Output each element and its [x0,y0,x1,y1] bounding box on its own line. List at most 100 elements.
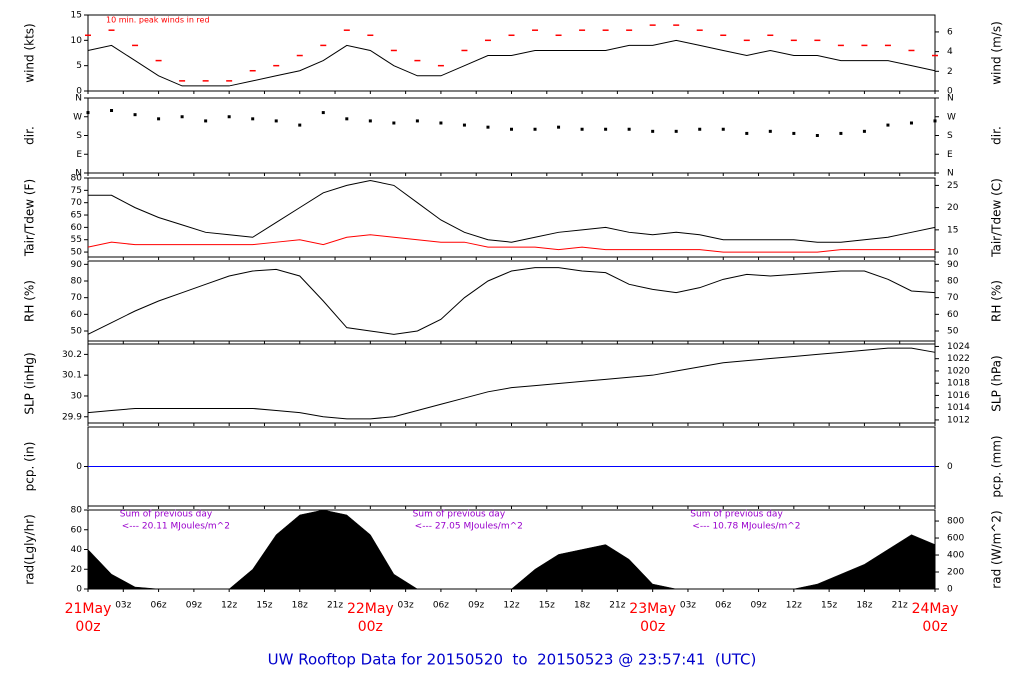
x-tick-label: 18z [292,601,308,611]
y2-tick-label: 80 [947,277,959,287]
y-tick-label: 0 [76,87,82,97]
dir-dot [651,129,655,133]
series-line [87,347,936,420]
y-axis-label: wind (kts) [23,23,37,82]
y2-tick-label: 2 [947,67,953,77]
y2-axis-label: Tair/Tdew (C) [990,178,1004,258]
y2-tick-label: 1012 [947,415,970,425]
dir-dot [462,123,466,127]
y-tick-label: 20 [71,565,83,575]
dir-dot [157,117,161,121]
note: Sum of previous day [120,510,213,520]
x-tick-label: 12z [221,601,237,611]
y2-tick-label: 1022 [947,354,970,364]
dir-dot [227,115,231,119]
dir-dot [274,119,278,123]
dir-dot [368,119,372,123]
y2-axis-label: RH (%) [990,280,1004,322]
x-tick-label: 15z [821,601,837,611]
x-tick-label: 21z [609,601,625,611]
dir-dot [698,127,702,131]
dir-dot [792,131,796,135]
dir-dot [133,113,137,117]
y2-tick-label: 6 [947,27,953,37]
dir-dot [345,117,349,121]
x-tick-label: 06z [433,601,449,611]
x-tick-label: 00z [922,619,947,635]
note-sum: <--- 20.11 MJoules/m^2 [122,522,230,532]
y2-tick-label: 0 [947,585,953,595]
y2-tick-label: 400 [947,551,964,561]
y-tick-label: 5 [76,61,82,71]
y-tick-label: E [76,150,82,160]
dir-dot [415,119,419,123]
x-tick-label: 09z [186,601,202,611]
dir-dot [321,111,325,115]
y2-tick-label: N [947,94,954,104]
x-tick-label: 03z [398,601,414,611]
y-axis-label: rad(Lgly/hr) [23,514,37,585]
y2-tick-label: 20 [947,203,959,213]
y-tick-label: 70 [71,293,83,303]
y2-tick-label: W [947,112,956,122]
dir-dot [839,131,843,135]
y2-tick-label: 1024 [947,342,970,352]
y-tick-label: 15 [71,11,82,21]
dir-dot [627,127,631,131]
rad-area [87,509,936,590]
dir-dot [486,125,490,129]
x-tick-label: 21z [327,601,343,611]
x-tick-label: 09z [468,601,484,611]
y-tick-label: 90 [71,260,83,270]
y-tick-label: 30.2 [62,350,82,360]
dir-dot [204,119,208,123]
y-tick-label: 30.1 [62,371,82,381]
note: Sum of previous day [413,510,506,520]
series-line [87,39,936,87]
y-tick-label: 55 [71,235,82,245]
y-tick-label: 0 [76,462,82,472]
dir-dot [510,127,513,131]
y2-axis-label: rad (W/m^2) [990,510,1004,588]
dir-dot [886,123,890,127]
dir-dot [604,127,608,131]
dir-dot [251,117,255,121]
x-tick-label: 15z [539,601,555,611]
y-tick-label: S [76,131,82,141]
y-tick-label: 40 [71,545,83,555]
x-tick-label: 12z [503,601,519,611]
dir-dot [180,115,184,119]
x-date-label: 22May [347,601,394,617]
x-tick-label: 12z [786,601,802,611]
y2-tick-label: 1014 [947,403,970,413]
x-tick-label: 18z [856,601,872,611]
y-tick-label: 65 [71,211,82,221]
y2-axis-label: SLP (hPa) [990,355,1004,411]
y-tick-label: 60 [71,223,83,233]
x-date-label: 21May [65,601,112,617]
y2-tick-label: 50 [947,327,959,337]
dir-dot [533,127,537,131]
y2-tick-label: 4 [947,47,953,57]
y2-axis-label: pcp. (mm) [990,435,1004,497]
y-tick-label: 60 [71,310,83,320]
y2-tick-label: 25 [947,181,958,191]
dir-dot [110,109,114,112]
y-tick-label: N [75,169,82,179]
y-tick-label: 80 [71,174,83,184]
y-axis-label: RH (%) [23,280,37,322]
y2-tick-label: E [947,150,953,160]
y2-tick-label: N [947,169,954,179]
dir-dot [557,125,561,129]
x-tick-label: 18z [574,601,590,611]
y-tick-label: 29.9 [62,412,82,422]
dir-dot [580,127,584,131]
dir-dot [86,111,90,115]
x-tick-label: 03z [680,601,696,611]
y-axis-label: pcp. (in) [23,442,37,492]
y2-tick-label: 15 [947,225,958,235]
y-tick-label: 50 [71,327,83,337]
y2-tick-label: 200 [947,568,964,578]
